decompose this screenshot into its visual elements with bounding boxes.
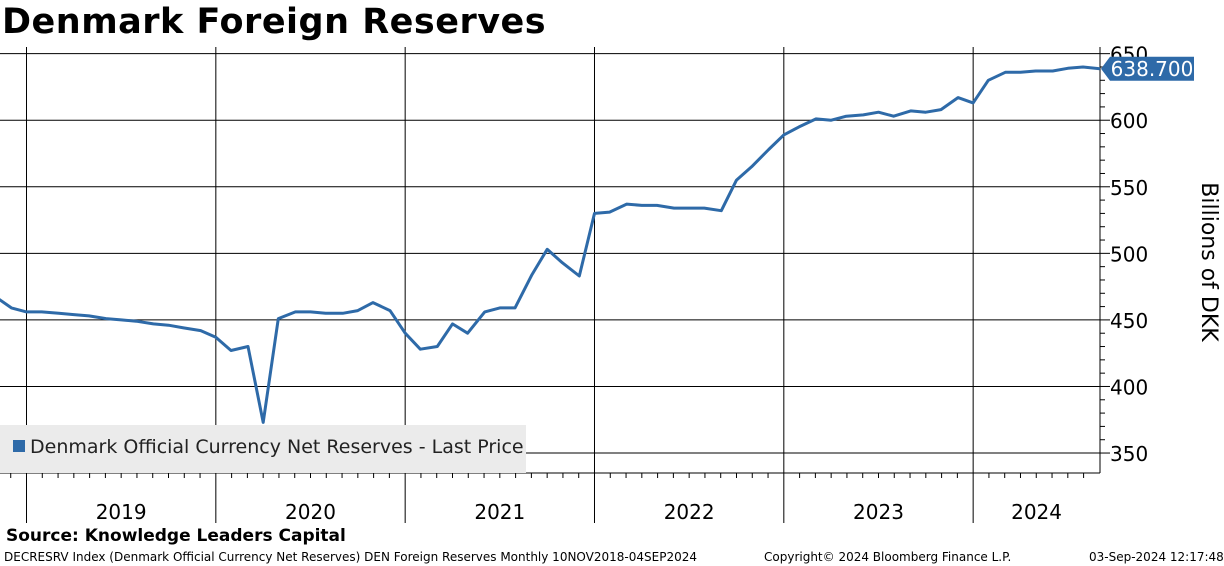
y-tick-label-550: 550 [1110,176,1148,200]
series-line [0,65,1100,424]
y-tick-label-350: 350 [1110,442,1148,466]
x-axis-year-labels: 2019 2020 2021 2022 2023 2024 [96,500,1062,524]
chart-title: Denmark Foreign Reserves [2,2,547,42]
last-value-badge: 638.700 [1101,56,1194,81]
x-year-label-2021: 2021 [474,500,525,524]
axes [0,47,1101,478]
index-info: DECRESRV Index (Denmark Official Currenc… [4,550,697,564]
y-tick-label-500: 500 [1110,242,1148,266]
x-year-label-2024: 2024 [1011,500,1062,524]
x-year-label-2023: 2023 [853,500,904,524]
last-value-badge-shape [1101,56,1194,81]
legend: Denmark Official Currency Net Reserves -… [0,425,526,473]
y-tick-label-600: 600 [1110,109,1148,133]
timestamp: 03-Sep-2024 12:17:48 [1089,550,1224,564]
x-year-label-2019: 2019 [96,500,147,524]
legend-swatch [13,440,25,452]
series-path [0,65,1100,424]
source-note: Source: Knowledge Leaders Capital [6,526,346,546]
last-value-label: 638.700 [1111,57,1194,81]
x-year-label-2020: 2020 [285,500,336,524]
x-year-label-2022: 2022 [664,500,715,524]
copyright: Copyright© 2024 Bloomberg Finance L.P. [764,550,1012,564]
y-tick-label-450: 450 [1110,309,1148,333]
y-tick-label-400: 400 [1110,375,1148,399]
y-axis-label: Billions of DKK [1196,182,1221,342]
gridlines [0,47,1100,523]
legend-label: Denmark Official Currency Net Reserves -… [30,436,524,458]
